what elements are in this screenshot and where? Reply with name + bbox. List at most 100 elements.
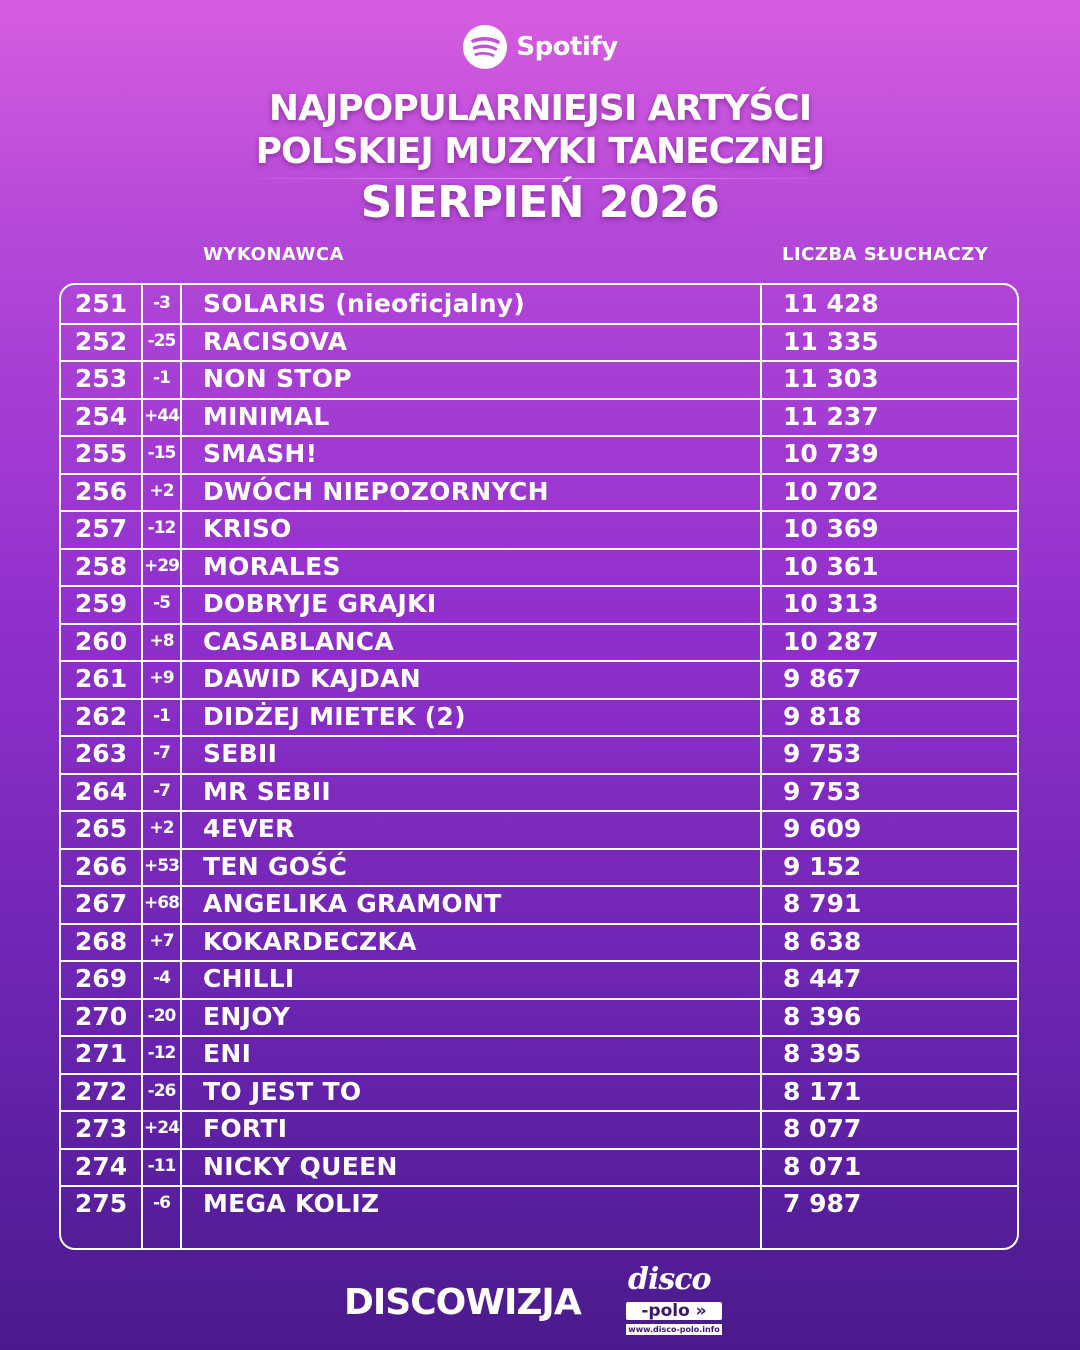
- artist-cell: CHILLI: [203, 964, 295, 993]
- column-header-artist: WYKONAWCA: [203, 244, 345, 265]
- listeners-cell: 9 867: [783, 664, 862, 693]
- spotify-icon: [463, 25, 508, 69]
- change-cell: +44: [144, 405, 180, 426]
- listeners-cell: 11 335: [783, 326, 879, 356]
- listeners-cell: 10 702: [783, 476, 879, 506]
- change-cell: +2: [149, 818, 174, 838]
- rank-cell: 269: [74, 964, 128, 993]
- table-row: 274 -11 NICKY QUEEN 8 071: [61, 1148, 1017, 1187]
- title-line-2: POLSKIEJ MUZYKI TANECZNEJ: [255, 131, 826, 172]
- artist-cell: RACISOVA: [203, 326, 348, 356]
- table-row: 252 -25 RACISOVA 11 335: [61, 323, 1017, 362]
- logo-disco-text: disco: [628, 1262, 712, 1297]
- logo-polo-text: -polo »: [626, 1302, 722, 1320]
- rank-cell: 251: [74, 289, 128, 318]
- rank-cell: 275: [74, 1189, 128, 1218]
- spotify-brand: Spotify: [0, 24, 1080, 70]
- rank-cell: 259: [74, 589, 128, 618]
- table-row: 258 +29 MORALES 10 361: [61, 548, 1017, 587]
- table-row: 275 -6 MEGA KOLIZ 7 987: [61, 1185, 1017, 1223]
- rank-cell: 267: [74, 889, 128, 918]
- change-cell: -12: [147, 518, 177, 538]
- change-cell: -26: [147, 1080, 177, 1101]
- artist-cell: DAWID KAJDAN: [203, 664, 421, 693]
- table-row: 255 -15 SMASH! 10 739: [61, 435, 1017, 475]
- title-line-1: NAJPOPULARNIEJSI ARTYŚCI: [268, 88, 812, 129]
- column-header-listeners: LICZBA SŁUCHACZY: [782, 244, 989, 265]
- artist-cell: ENI: [203, 1039, 252, 1068]
- rank-cell: 262: [74, 701, 128, 731]
- artist-cell: CASABLANCA: [203, 626, 395, 656]
- column-divider: [141, 285, 143, 1248]
- change-cell: -1: [153, 705, 171, 726]
- ranking-table: 251 -3 SOLARIS (nieoficjalny) 11 428 252 -25 R…: [59, 283, 1019, 1250]
- listeners-cell: 10 739: [783, 439, 879, 468]
- table-row: 254 +44 MINIMAL 11 237: [61, 398, 1017, 437]
- change-cell: -3: [153, 293, 171, 313]
- rank-cell: 271: [74, 1039, 128, 1068]
- listeners-cell: 8 638: [783, 926, 862, 956]
- change-cell: +8: [149, 630, 174, 651]
- rank-cell: 270: [74, 1001, 128, 1031]
- artist-cell: DIDŻEJ MIETEK (2): [203, 701, 466, 731]
- change-cell: +7: [149, 930, 174, 951]
- column-divider: [760, 285, 762, 1248]
- change-cell: -15: [147, 443, 177, 463]
- listeners-cell: 8 071: [783, 1151, 862, 1181]
- artist-cell: MINIMAL: [203, 401, 330, 431]
- artist-cell: KOKARDECZKA: [203, 926, 417, 956]
- listeners-cell: 10 369: [783, 514, 879, 543]
- listeners-cell: 11 237: [783, 401, 879, 431]
- listeners-cell: 9 609: [783, 814, 862, 843]
- table-row: 267 +68 ANGELIKA GRAMONT 8 791: [61, 885, 1017, 925]
- listeners-cell: 9 753: [783, 776, 862, 806]
- rank-cell: 258: [74, 551, 128, 581]
- listeners-cell: 8 171: [783, 1076, 862, 1106]
- artist-cell: ANGELIKA GRAMONT: [203, 889, 502, 918]
- artist-cell: MR SEBII: [203, 776, 331, 806]
- change-cell: -4: [153, 968, 171, 988]
- table-row: 269 -4 CHILLI 8 447: [61, 960, 1017, 1000]
- table-row: 268 +7 KOKARDECZKA 8 638: [61, 923, 1017, 962]
- change-cell: -1: [153, 368, 171, 388]
- table-row: 264 -7 MR SEBII 9 753: [61, 773, 1017, 812]
- artist-cell: 4EVER: [203, 814, 295, 843]
- change-cell: +29: [144, 555, 180, 576]
- listeners-cell: 8 447: [783, 964, 862, 993]
- table-row: 253 -1 NON STOP 11 303: [61, 360, 1017, 400]
- table-row: 270 -20 ENJOY 8 396: [61, 998, 1017, 1037]
- listeners-cell: 11 428: [783, 289, 879, 318]
- rank-cell: 263: [74, 739, 128, 768]
- change-cell: +53: [144, 855, 180, 876]
- table-row: 265 +2 4EVER 9 609: [61, 810, 1017, 850]
- change-cell: -6: [153, 1193, 171, 1213]
- change-cell: -7: [153, 780, 171, 801]
- rank-cell: 272: [74, 1076, 128, 1106]
- table-row: 251 -3 SOLARIS (nieoficjalny) 11 428: [61, 285, 1017, 325]
- table-row: 262 -1 DIDŻEJ MIETEK (2) 9 818: [61, 698, 1017, 737]
- change-cell: +68: [144, 893, 180, 913]
- artist-cell: NICKY QUEEN: [203, 1151, 398, 1181]
- discowizja-logo: DISCOWIZJA: [344, 1282, 582, 1323]
- disco-polo-logo: disco -polo » www.disco-polo.info: [622, 1262, 734, 1338]
- artist-cell: TO JEST TO: [203, 1076, 362, 1106]
- brand-name: Spotify: [516, 32, 618, 62]
- artist-cell: KRISO: [203, 514, 292, 543]
- table-row: 259 -5 DOBRYJE GRAJKI 10 313: [61, 585, 1017, 625]
- rank-cell: 261: [74, 664, 128, 693]
- rank-cell: 266: [74, 851, 128, 881]
- change-cell: -11: [147, 1155, 177, 1176]
- artist-cell: MORALES: [203, 551, 341, 581]
- artist-cell: ENJOY: [203, 1001, 291, 1031]
- listeners-cell: 9 818: [783, 701, 862, 731]
- listeners-cell: 11 303: [783, 364, 879, 393]
- table-row: 273 +24 FORTI 8 077: [61, 1110, 1017, 1150]
- listeners-cell: 8 395: [783, 1039, 862, 1068]
- rank-cell: 274: [74, 1151, 128, 1181]
- rank-cell: 265: [74, 814, 128, 843]
- rank-cell: 273: [74, 1114, 128, 1143]
- change-cell: -25: [147, 330, 177, 351]
- table-row: 256 +2 DWÓCH NIEPOZORNYCH 10 702: [61, 473, 1017, 512]
- listeners-cell: 8 791: [783, 889, 862, 918]
- listeners-cell: 10 287: [783, 626, 879, 656]
